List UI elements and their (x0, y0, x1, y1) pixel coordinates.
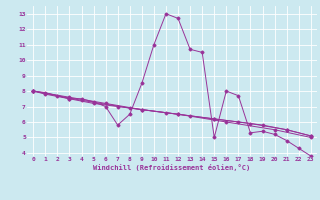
X-axis label: Windchill (Refroidissement éolien,°C): Windchill (Refroidissement éolien,°C) (93, 164, 251, 171)
